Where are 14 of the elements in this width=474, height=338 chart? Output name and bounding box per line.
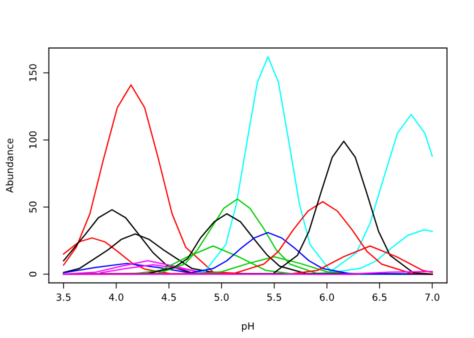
- x-tick-label: 6.5: [372, 293, 386, 301]
- x-tick-label: 5.0: [214, 293, 229, 301]
- x-axis-title: pH: [242, 322, 254, 332]
- x-tick-label: 6.0: [320, 293, 334, 301]
- y-axis-title: Abundance: [6, 138, 14, 193]
- y-tick-label: 50: [29, 202, 37, 212]
- y-tick-label: 150: [29, 64, 37, 82]
- x-tick-label: 3.5: [56, 293, 70, 301]
- x-tick-label: 4.0: [108, 293, 124, 301]
- x-tick-label: 5.5: [267, 294, 282, 301]
- x-tick-label: 4.5: [162, 294, 176, 301]
- y-tick-label: 0: [29, 272, 37, 277]
- y-tick-label: 100: [29, 131, 37, 148]
- x-tick-label: 7.0: [425, 293, 440, 301]
